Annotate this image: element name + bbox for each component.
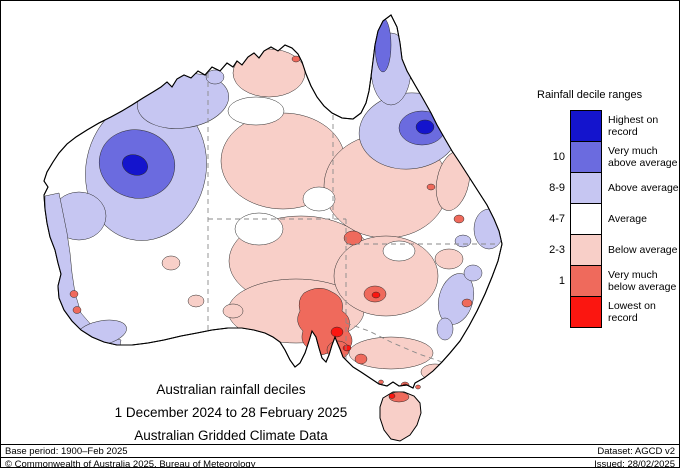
legend: Rainfall decile ranges Highest on record… [535,89,679,328]
legend-item-above-average: 8-9 Above average [535,172,679,204]
legend-item-label: Very much above average [608,144,678,169]
region-blob [436,317,454,341]
australia-coastline-outline [43,14,503,389]
legend-decile-number: 8-9 [549,182,565,194]
region-blob [371,291,381,299]
region-average [227,96,416,262]
base-period-text: Base period: 1900–Feb 2025 [5,446,128,457]
legend-item-lowest-on-record: Lowest on record [535,296,679,328]
region-blob [302,186,336,212]
region-blob [122,154,148,176]
region-highest-on-record [122,119,435,176]
region-blob [415,119,435,135]
legend-item-label: Below average [608,243,678,256]
legend-title: Rainfall decile ranges [537,89,643,101]
legend-item-label: Lowest on record [608,299,656,324]
legend-item-average: 4-7 Average [535,203,679,235]
legend-decile-number: 1 [558,275,565,287]
region-blob [463,264,483,282]
copyright-text: © Commonwealth of Australia 2025, Bureau… [5,459,256,468]
legend-rows: Highest on record 10 Very much above ave… [535,110,679,328]
tasmania [379,391,422,442]
legend-decile-number: 4-7 [549,213,565,225]
island-dot [415,384,421,390]
region-blob [342,344,352,352]
state-borders [207,73,499,363]
bass-strait-islands [378,379,421,390]
legend-item-label: Above average [608,181,679,194]
region-blob [354,353,368,365]
region-blob [388,393,396,399]
legend-item-below-average: 2-3 Below average [535,234,679,266]
region-blob [348,336,434,370]
region-blob [69,290,79,298]
region-blob [339,33,367,79]
legend-item-label: Very much below average [608,268,677,293]
map-title: Australian rainfall deciles [156,382,306,397]
australia-map [43,14,503,442]
region-blob [426,183,436,191]
map-captions: Australian rainfall deciles 1 December 2… [61,382,401,451]
legend-decile-number: 10 [552,151,565,163]
region-blob [346,28,360,40]
issued-date-text: Issued: 28/02/2025 [594,459,675,468]
region-blob [330,326,344,338]
legend-color-swatch [570,203,602,235]
region-blob [232,48,306,98]
tasmania-lowest-on-record [388,393,396,399]
region-blob [227,96,285,126]
region-blob [374,17,392,73]
region-blob [343,230,363,246]
region-blob [382,240,416,262]
region-blob [161,255,181,271]
legend-item-highest-on-record: Highest on record [535,110,679,142]
legend-color-swatch [570,141,602,173]
legend-item-very-much-below-average: 1 Very much below average [535,265,679,297]
region-blob [205,69,225,85]
region-blob [461,298,473,308]
region-blob [222,303,244,319]
legend-color-swatch [570,234,602,266]
legend-item-very-much-above-average: 10 Very much above average [535,141,679,173]
dataset-version-text: Dataset: AGCD v2 [597,446,675,457]
region-blob [434,248,464,270]
region-blob [473,208,502,250]
region-blob [72,306,82,314]
map-period: 1 December 2024 to 28 February 2025 [114,405,348,420]
legend-item-label: Average [608,212,647,225]
legend-color-swatch [570,110,602,142]
legend-color-swatch [570,265,602,297]
region-blob [453,214,465,224]
legend-item-label: Highest on record [608,113,659,138]
region-blob [349,31,357,37]
region-below-average [161,33,471,381]
island-dot [378,379,384,385]
region-blob [454,234,472,248]
legend-color-swatch [570,296,602,328]
legend-decile-number: 2-3 [549,244,565,256]
map-dataset-name: Australian Gridded Climate Data [134,428,328,443]
region-blob [234,212,284,246]
footer-info-bar: Base period: 1900–Feb 2025 Dataset: AGCD… [1,444,679,457]
legend-color-swatch [570,172,602,204]
region-blob [291,55,301,63]
footer-copyright-bar: © Commonwealth of Australia 2025, Bureau… [1,457,679,468]
region-blob [187,294,205,308]
